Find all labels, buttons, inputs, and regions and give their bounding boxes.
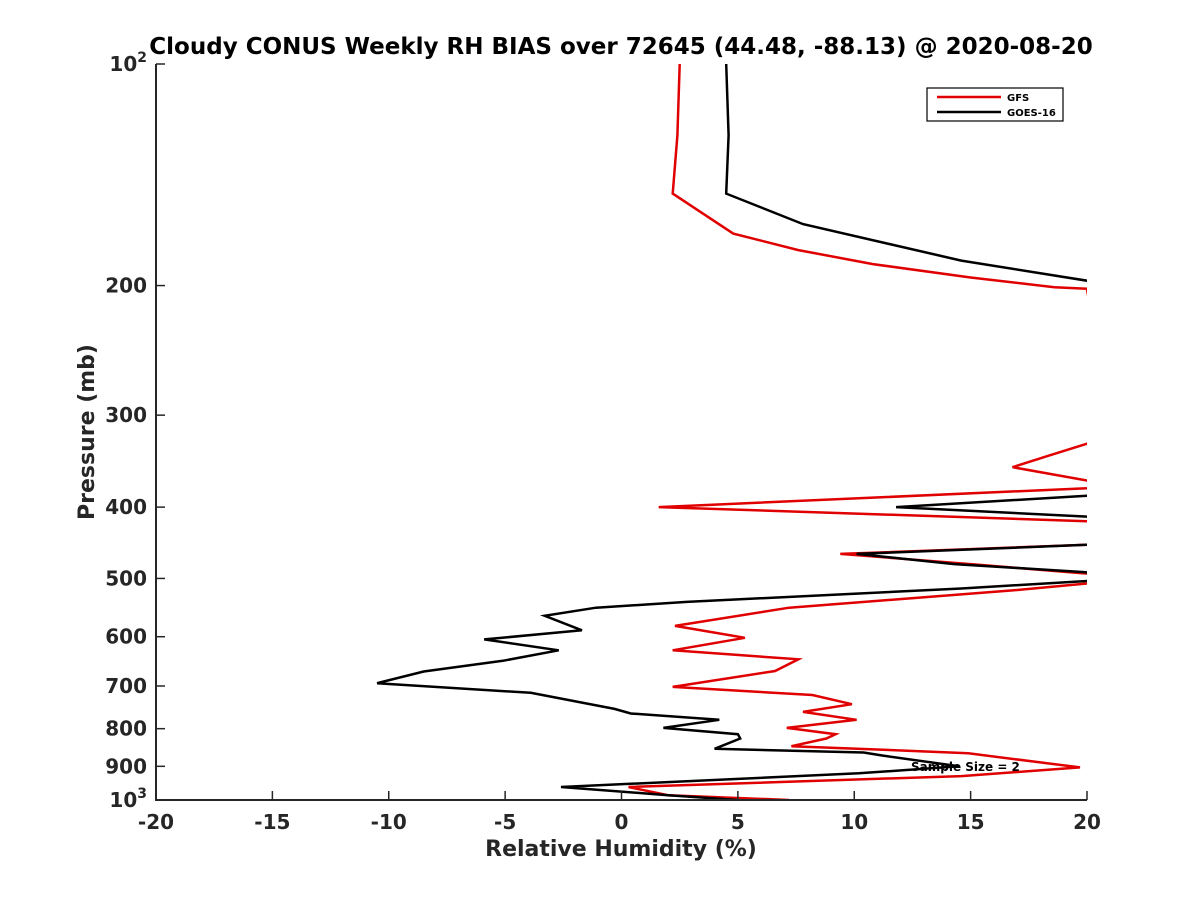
x-tick-label: -20 [138,810,174,834]
series-line-goes-16 [376,64,1087,801]
y-axis-label: Pressure (mb) [75,344,100,520]
y-tick-label: 900 [105,754,147,778]
sample-size-annotation: Sample Size = 2 [911,760,1020,774]
x-axis-label: Relative Humidity (%) [485,837,757,862]
y-tick-label: 700 [105,674,147,698]
y-tick-label: 400 [105,495,147,519]
x-tick-label: 15 [957,810,985,834]
x-tick-label: 0 [615,810,629,834]
chart-title: Cloudy CONUS Weekly RH BIAS over 72645 (… [149,34,1092,60]
series-line-gfs [628,64,1087,801]
y-tick-label: 800 [105,717,147,741]
x-tick-label: -10 [371,810,407,834]
x-tick-label: 20 [1073,810,1101,834]
x-tick-label: 5 [731,810,745,834]
series-layer [376,64,1087,801]
y-tick-label: 200 [105,274,147,298]
x-tick-label: 10 [840,810,868,834]
legend-label-gfs: GFS [1007,93,1029,104]
y-tick-label: 500 [105,566,147,590]
x-tick-label: -5 [494,810,516,834]
x-tick-label: -15 [254,810,290,834]
legend-label-goes-16: GOES-16 [1007,108,1056,119]
legend-box [926,87,1064,122]
legend: GFS GOES-16 [926,87,1064,122]
x-ticks: -20 -15 -10 -5 0 5 10 15 20 [138,791,1101,834]
y-tick-label: 300 [105,403,147,427]
y-tick-label: 600 [105,625,147,649]
